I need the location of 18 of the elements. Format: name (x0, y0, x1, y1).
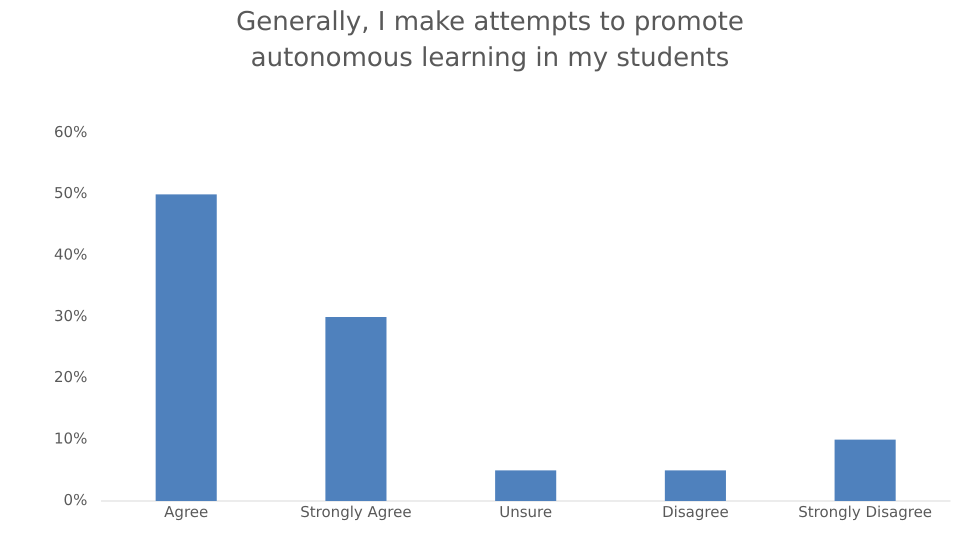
chart-title: Generally, I make attempts to promote autonomous learning in my students (235, 6, 745, 75)
y-tick-label: 20% (54, 368, 88, 386)
x-tick-label: Strongly Disagree (798, 502, 932, 521)
bar (495, 470, 556, 501)
y-tick-label: 60% (54, 122, 88, 141)
x-tick-label: Strongly Agree (300, 502, 412, 521)
y-tick-label: 0% (64, 490, 88, 509)
x-tick-label: Disagree (662, 502, 729, 521)
y-tick-label: 30% (54, 306, 88, 325)
x-tick-label: Agree (164, 502, 208, 521)
bar (156, 194, 217, 501)
bar (664, 470, 726, 501)
x-tick-label: Unsure (499, 502, 552, 521)
y-tick-label: 40% (54, 246, 88, 264)
y-tick-label: 10% (54, 430, 88, 448)
y-tick-label: 50% (54, 184, 88, 202)
bar (325, 317, 386, 501)
bar (834, 440, 896, 501)
